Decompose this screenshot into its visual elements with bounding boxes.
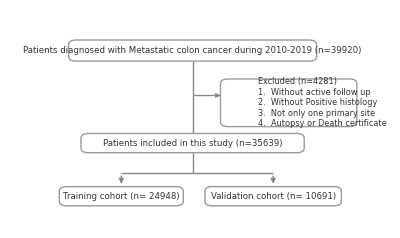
FancyBboxPatch shape bbox=[220, 79, 357, 127]
Text: Patients included in this study (n=35639): Patients included in this study (n=35639… bbox=[103, 139, 282, 148]
FancyBboxPatch shape bbox=[81, 134, 304, 153]
Text: Excluded (n=4281)
1.  Without active follow up
2.  Without Positive histology
3.: Excluded (n=4281) 1. Without active foll… bbox=[258, 78, 386, 128]
Text: Training cohort (n= 24948): Training cohort (n= 24948) bbox=[63, 192, 180, 201]
Text: Patients diagnosed with Metastatic colon cancer during 2010-2019 (n=39920): Patients diagnosed with Metastatic colon… bbox=[24, 46, 362, 55]
Text: Validation cohort (n= 10691): Validation cohort (n= 10691) bbox=[211, 192, 336, 201]
FancyBboxPatch shape bbox=[69, 40, 317, 61]
FancyBboxPatch shape bbox=[59, 187, 183, 206]
FancyBboxPatch shape bbox=[205, 187, 341, 206]
